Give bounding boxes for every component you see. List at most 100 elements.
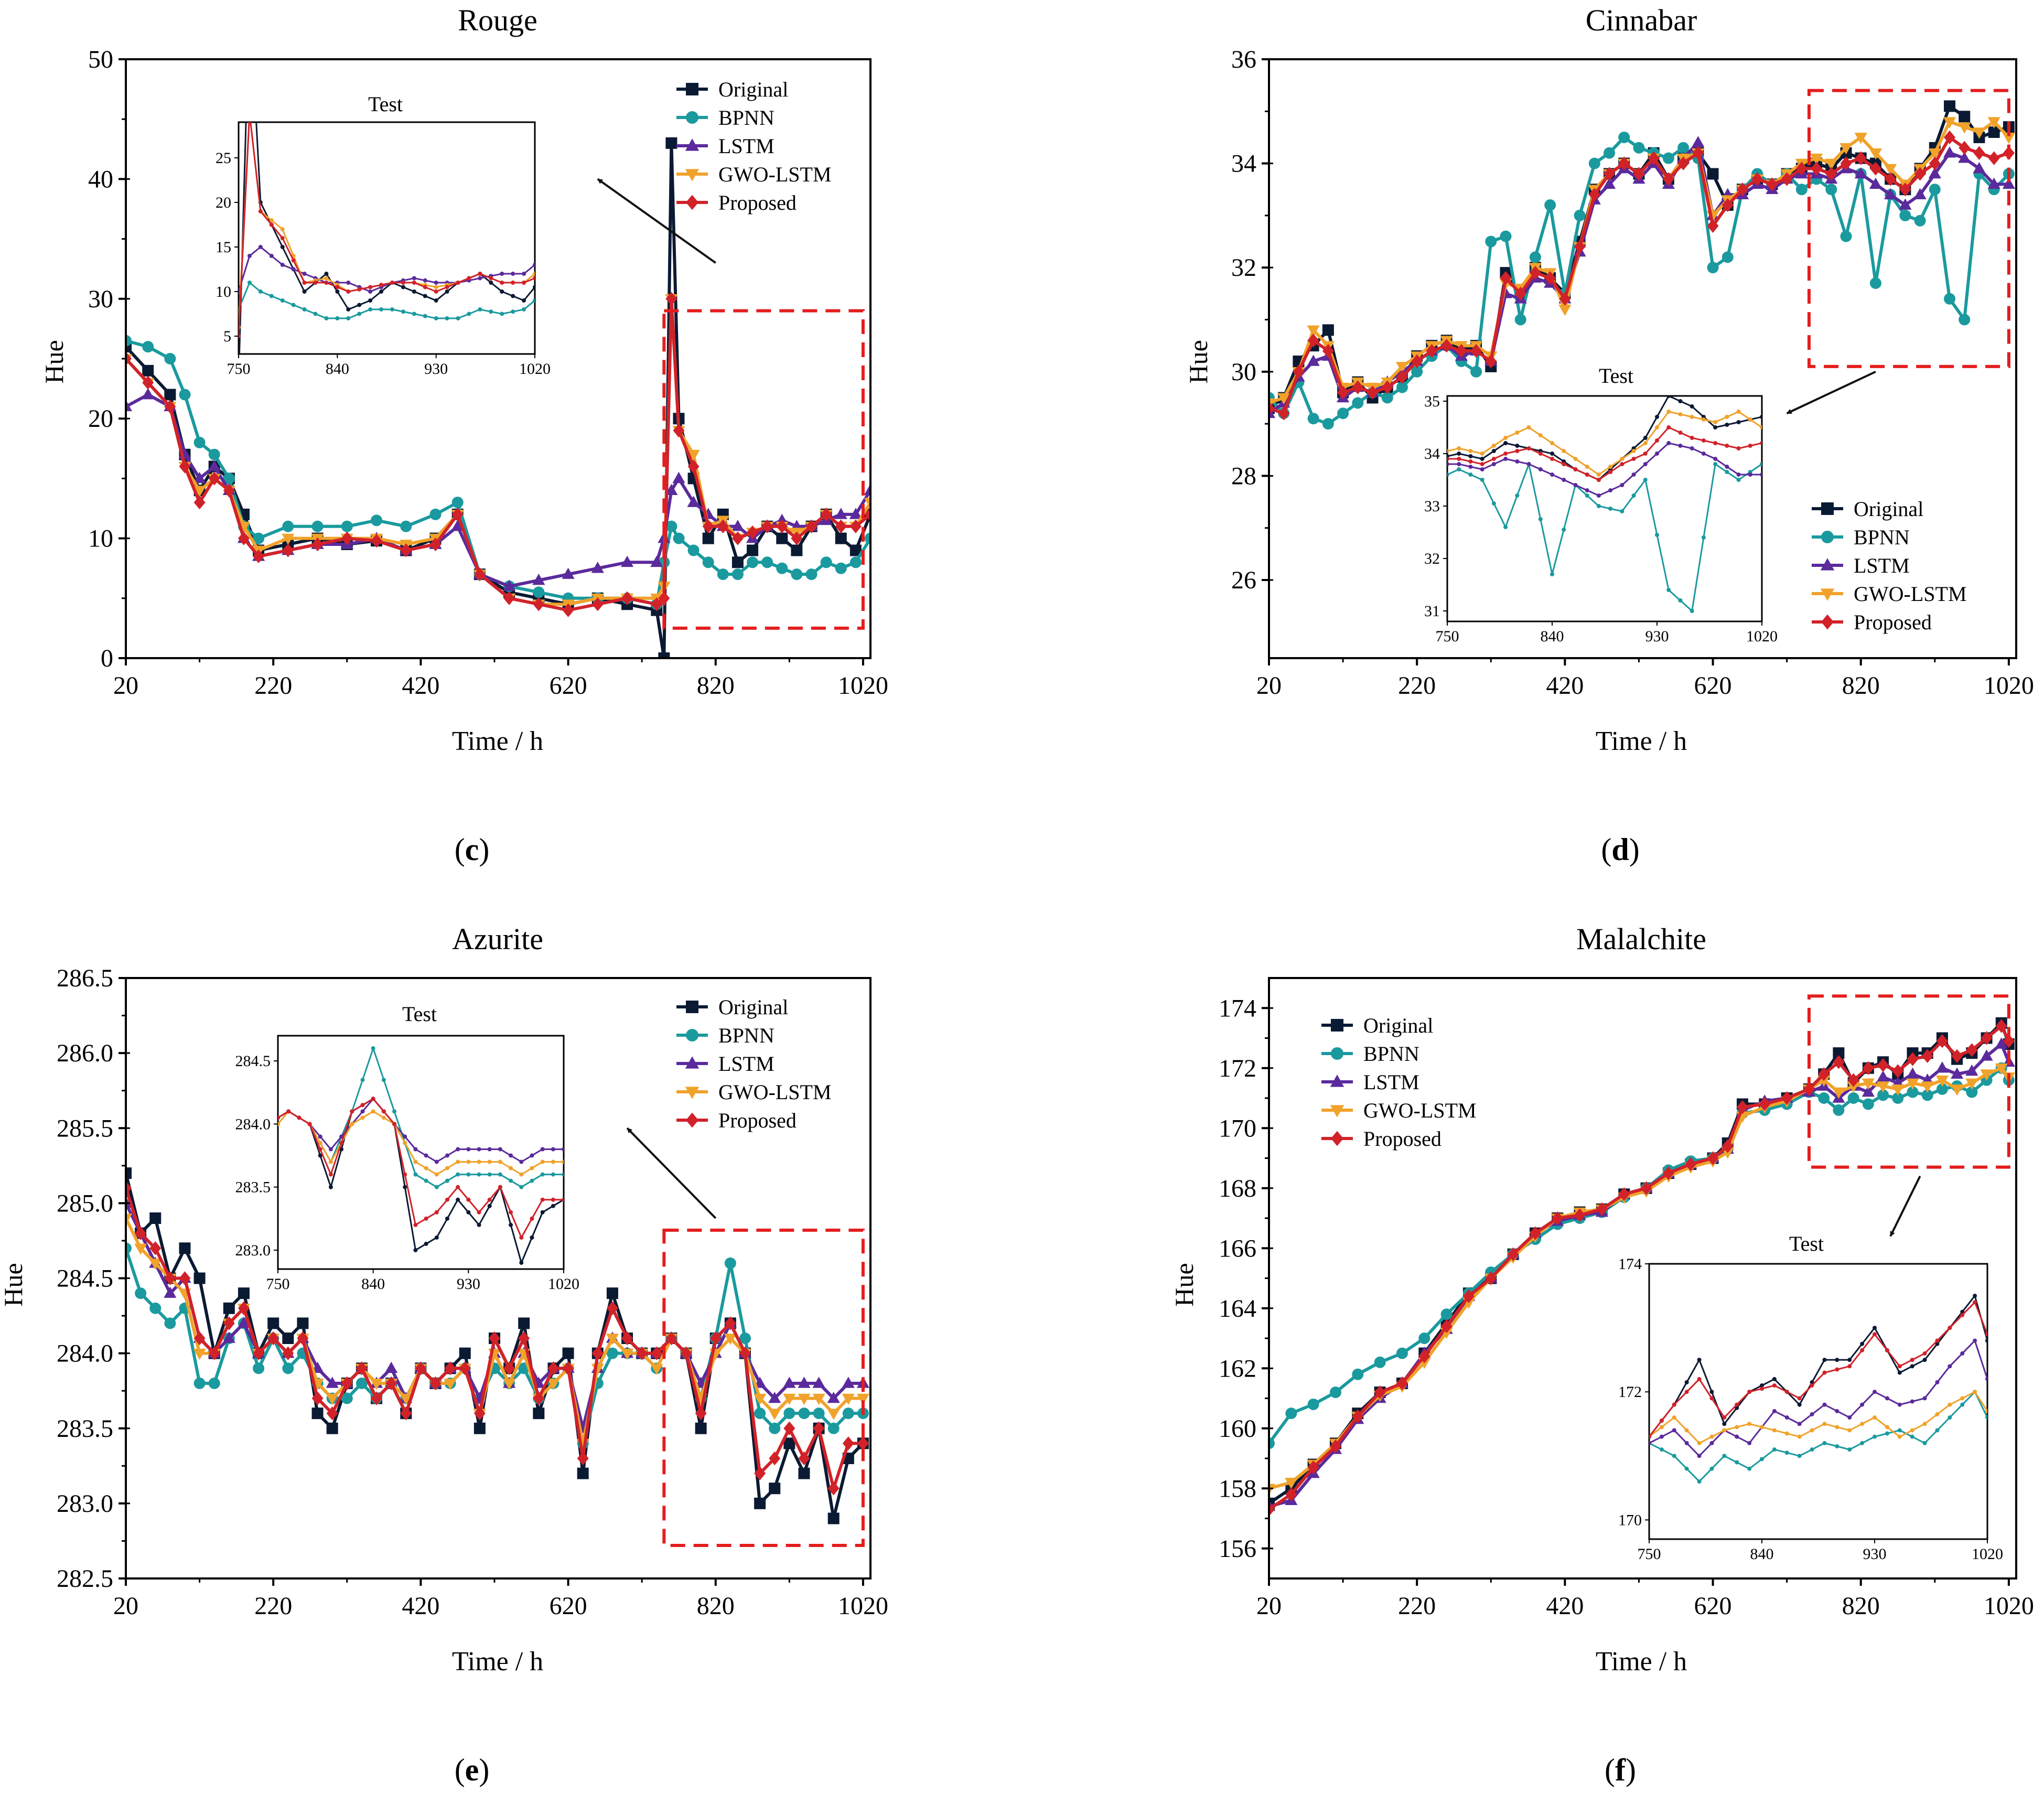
y-tick-label: 284.5 bbox=[57, 1265, 113, 1293]
inset-data-point bbox=[1760, 1425, 1764, 1430]
data-point bbox=[650, 1363, 663, 1375]
inset-data-point bbox=[1747, 1466, 1752, 1471]
inset-data-point bbox=[401, 309, 405, 314]
legend-item: GWO-LSTM bbox=[676, 163, 832, 186]
inset-data-point bbox=[533, 272, 535, 276]
y-tick-label: 32 bbox=[1231, 254, 1256, 282]
inset-y-tick-label: 5 bbox=[223, 328, 231, 345]
inset-data-point bbox=[1860, 1341, 1865, 1346]
inset-data-point bbox=[1873, 1326, 1877, 1330]
inset-data-point bbox=[1468, 459, 1473, 464]
inset-data-point bbox=[519, 1235, 524, 1240]
data-point bbox=[849, 519, 862, 533]
data-point bbox=[1781, 172, 1793, 186]
inset-data-point bbox=[302, 281, 307, 285]
inset-data-point bbox=[357, 303, 362, 307]
inset-data-point bbox=[1810, 1412, 1814, 1416]
inset-data-point bbox=[1822, 1422, 1827, 1426]
data-point bbox=[621, 1331, 633, 1346]
x-tick-label: 820 bbox=[697, 1592, 735, 1620]
inset-data-point bbox=[1503, 436, 1508, 440]
inset-data-point bbox=[1897, 1434, 1902, 1439]
data-point bbox=[1862, 1078, 1875, 1090]
data-point bbox=[1981, 1031, 1993, 1045]
inset-data-point bbox=[412, 281, 416, 285]
inset-data-point bbox=[1643, 441, 1648, 445]
inset-data-point bbox=[477, 1210, 481, 1215]
inset-data-point bbox=[1922, 1422, 1927, 1426]
data-point bbox=[1529, 1226, 1541, 1240]
inset-data-point bbox=[1562, 449, 1566, 453]
inset-data-point bbox=[1722, 1428, 1727, 1433]
inset-data-point bbox=[498, 1147, 502, 1152]
data-point bbox=[636, 1346, 648, 1360]
inset-data-point bbox=[1701, 452, 1706, 456]
data-point bbox=[223, 1316, 235, 1330]
data-point bbox=[237, 1316, 251, 1328]
data-point bbox=[282, 520, 294, 532]
data-point bbox=[1574, 240, 1586, 254]
y-tick-label: 286.5 bbox=[57, 964, 113, 992]
inset-data-point bbox=[1457, 457, 1461, 461]
inset-data-point bbox=[1713, 457, 1718, 461]
inset-data-point bbox=[423, 285, 427, 289]
inset-data-point bbox=[1860, 1402, 1865, 1407]
legend-label: Proposed bbox=[718, 191, 797, 214]
data-point bbox=[126, 1242, 132, 1254]
panel-label: (c) bbox=[455, 832, 490, 867]
inset-data-point bbox=[1643, 462, 1648, 466]
inset-data-point bbox=[1643, 436, 1648, 440]
data-point bbox=[164, 1271, 176, 1285]
data-point bbox=[179, 389, 191, 401]
data-point bbox=[149, 1302, 162, 1314]
series-line-lstm bbox=[126, 393, 870, 588]
inset-data-point bbox=[434, 1235, 439, 1240]
data-point bbox=[1781, 1091, 1793, 1105]
data-point bbox=[135, 1287, 147, 1299]
inset-data-point bbox=[445, 1153, 449, 1158]
inset-data-point bbox=[1672, 1415, 1676, 1420]
inset-data-point bbox=[519, 1159, 524, 1164]
y-tick-label: 283.0 bbox=[57, 1490, 113, 1518]
inset-series-group bbox=[239, 122, 535, 354]
inset-data-point bbox=[346, 281, 351, 285]
inset-data-point bbox=[540, 1172, 545, 1177]
inset-data-point bbox=[1678, 444, 1683, 448]
y-tick-label: 26 bbox=[1231, 566, 1256, 594]
data-point bbox=[813, 1408, 825, 1420]
panel-label: (f) bbox=[1605, 1753, 1636, 1787]
data-point bbox=[1618, 131, 1630, 143]
data-point bbox=[149, 1241, 162, 1255]
data-point bbox=[282, 1333, 294, 1344]
inset-data-point bbox=[511, 294, 515, 298]
inset-data-point bbox=[1835, 1425, 1839, 1430]
inset-y-tick-label: 174 bbox=[1618, 1255, 1642, 1273]
inset-data-point bbox=[509, 1210, 513, 1215]
data-point bbox=[687, 459, 700, 474]
inset-data-point bbox=[1684, 1390, 1689, 1394]
y-tick-label: 174 bbox=[1219, 994, 1256, 1022]
data-point bbox=[1944, 100, 1956, 112]
legend-marker bbox=[686, 111, 698, 124]
data-point bbox=[1618, 1187, 1630, 1201]
inset-data-point bbox=[1873, 1332, 1877, 1337]
data-point bbox=[791, 544, 803, 556]
data-point bbox=[1692, 146, 1704, 160]
inset-data-point bbox=[339, 1141, 344, 1145]
data-point bbox=[1352, 1368, 1364, 1380]
inset-data-point bbox=[1655, 415, 1659, 419]
inset-data-point bbox=[1655, 452, 1659, 456]
data-point bbox=[849, 544, 862, 556]
data-point bbox=[1485, 1271, 1497, 1285]
inset-data-point bbox=[1722, 1422, 1727, 1426]
data-point bbox=[126, 400, 133, 412]
data-point bbox=[665, 137, 677, 149]
data-point bbox=[1766, 177, 1778, 191]
inset-data-point bbox=[489, 309, 493, 314]
inset-data-point bbox=[466, 1197, 471, 1202]
legend-item: Proposed bbox=[1812, 610, 1932, 634]
inset-data-point bbox=[1697, 1377, 1702, 1381]
inset-series-line-proposed bbox=[239, 122, 535, 337]
inset-data-point bbox=[1684, 1441, 1689, 1445]
inset-x-tick-label: 750 bbox=[1638, 1545, 1661, 1563]
